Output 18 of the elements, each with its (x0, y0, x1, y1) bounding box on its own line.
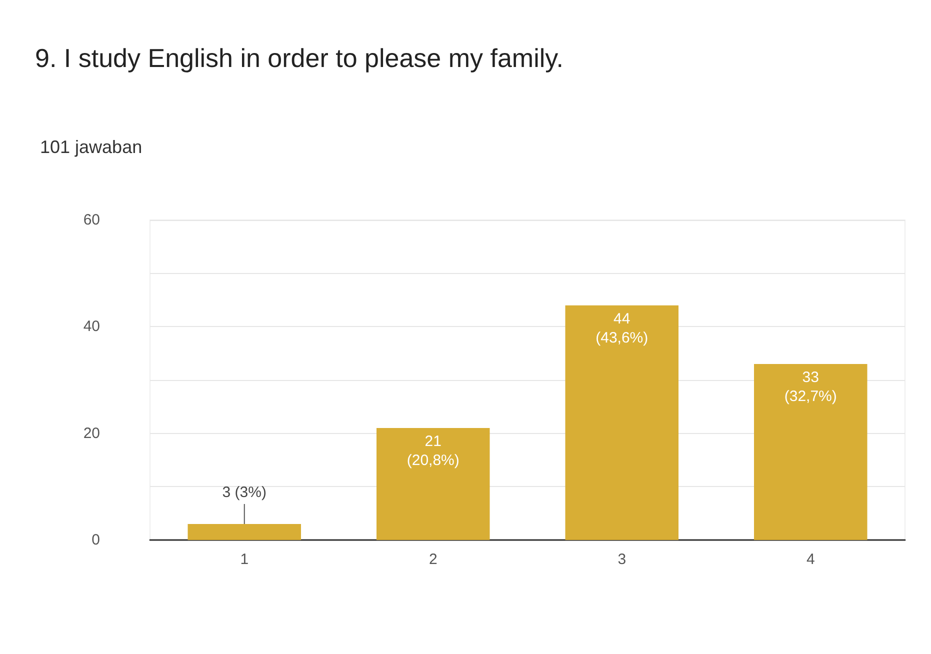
bar (565, 305, 678, 540)
data-label: 44 (43,6%) (596, 310, 648, 346)
chart-title: 9. I study English in order to please my family. (35, 43, 564, 73)
x-tick-label: 1 (240, 551, 249, 568)
bar (376, 428, 490, 540)
y-tick-label: 0 (92, 532, 100, 548)
data-label: 33 (32,7%) (784, 369, 837, 405)
bar (188, 524, 301, 540)
bar (754, 364, 868, 540)
x-tick-label: 3 (618, 551, 626, 568)
chart-subtitle: 101 jawaban (40, 137, 142, 157)
x-tick-label: 4 (806, 551, 815, 568)
y-tick-label: 60 (83, 212, 100, 228)
y-tick-label: 40 (83, 318, 100, 336)
data-label: 21 (20,8%) (406, 433, 460, 469)
x-tick-label: 2 (428, 551, 438, 568)
y-tick-label: 20 (83, 424, 100, 442)
data-label: 3 (3%) (222, 484, 266, 501)
